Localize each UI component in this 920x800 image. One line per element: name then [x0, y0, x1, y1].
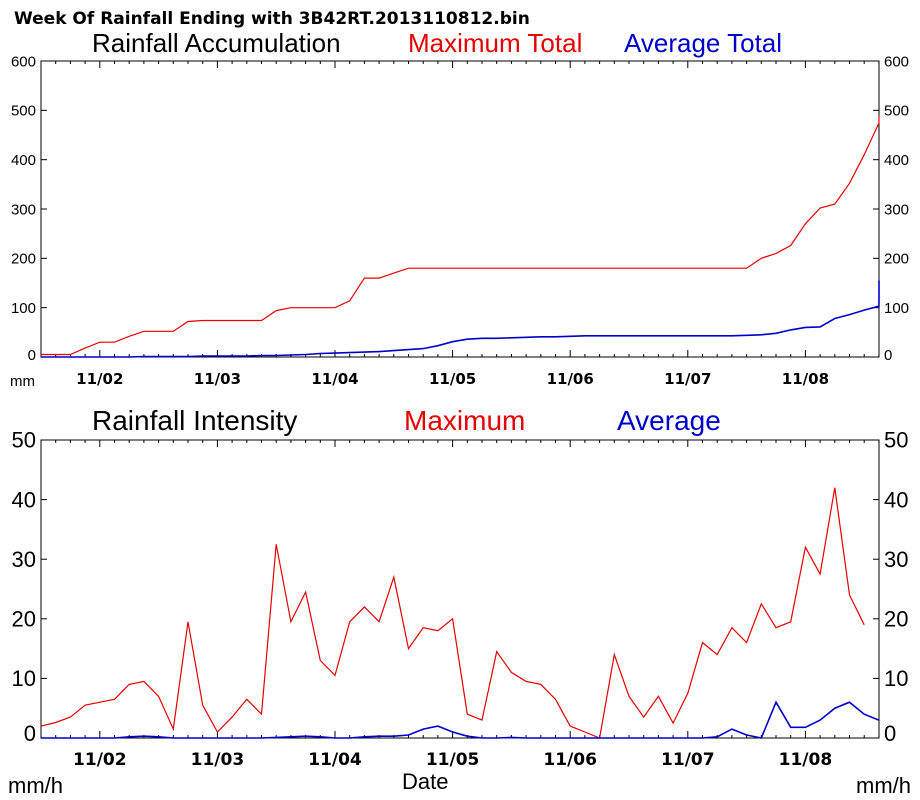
accumulation-date-label: 11/02 — [76, 370, 123, 388]
intensity-ytick-label-left: 40 — [12, 487, 36, 512]
accumulation-ytick-label-left: 300 — [11, 201, 36, 218]
accumulation-ytick-label-right: 300 — [884, 201, 909, 218]
intensity-ytick-label-right: 20 — [884, 607, 908, 632]
intensity-date-label: 11/07 — [661, 750, 715, 770]
intensity-ytick-label-left: 30 — [12, 547, 36, 572]
accumulation-y-axis: 0 0 100 100 200 200 300 300 400 400 500 500 600 600 — [11, 53, 909, 364]
intensity-series-line-maximum — [40, 487, 865, 739]
accumulation-ytick-label-left: 0 — [28, 347, 36, 364]
intensity-ytick-label-right: 30 — [884, 547, 908, 572]
intensity-ytick-label-left: 20 — [12, 607, 36, 632]
accumulation-date-label: 11/04 — [311, 370, 358, 388]
intensity-ytick-label-right: 0 — [884, 721, 896, 746]
x-axis-label-date: Date — [402, 769, 448, 794]
intensity-date-label: 11/08 — [779, 750, 833, 770]
accumulation-series-line-average-total — [41, 280, 880, 358]
accumulation-ytick-label-right: 200 — [884, 251, 909, 268]
legend-average-total: Average Total — [624, 28, 782, 58]
intensity-ytick-label-right: 40 — [884, 487, 908, 512]
legend-maximum-total: Maximum Total — [408, 28, 582, 58]
intensity-date-label: 11/02 — [73, 750, 127, 770]
accumulation-date-label: 11/08 — [782, 370, 829, 388]
legend-maximum: Maximum — [404, 405, 525, 436]
accumulation-ytick-label-left: 200 — [11, 251, 36, 268]
intensity-date-label: 11/06 — [543, 750, 597, 770]
legend-average: Average — [617, 405, 721, 436]
accumulation-series — [41, 115, 880, 358]
intensity-title: Rainfall Intensity — [92, 405, 297, 436]
intensity-date-label: 11/05 — [426, 750, 480, 770]
intensity-series — [40, 487, 880, 739]
accumulation-ytick-label-right: 600 — [884, 53, 909, 70]
intensity-date-label: 11/04 — [308, 750, 362, 770]
accumulation-ytick-label-left: 100 — [11, 300, 36, 317]
accumulation-ytick-label-right: 100 — [884, 300, 909, 317]
accumulation-date-label: 11/03 — [194, 370, 241, 388]
accumulation-series-line-maximum-total — [41, 115, 880, 356]
intensity-ytick-label-right: 10 — [884, 666, 908, 691]
accumulation-ytick-label-left: 600 — [11, 53, 36, 70]
intensity-ytick-label-left: 50 — [12, 428, 36, 453]
accumulation-y-unit: mm — [10, 373, 35, 390]
accumulation-date-label: 11/07 — [664, 370, 711, 388]
accumulation-date-label: 11/06 — [547, 370, 594, 388]
accumulation-ytick-label-left: 500 — [11, 103, 36, 120]
accumulation-title: Rainfall Accumulation — [92, 28, 341, 58]
intensity-ytick-label-left: 0 — [24, 721, 36, 746]
intensity-ytick-label-left: 10 — [12, 666, 36, 691]
intensity-y-unit-right: mm/h — [856, 773, 911, 798]
intensity-date-label: 11/03 — [191, 750, 245, 770]
accumulation-ytick-label-left: 400 — [11, 152, 36, 169]
intensity-series-line-average — [41, 700, 880, 739]
accumulation-ytick-label-right: 400 — [884, 152, 909, 169]
accumulation-plot-frame — [40, 60, 880, 358]
accumulation-x-axis: 11/02 11/03 11/04 11/05 11/06 11/07 11/08 — [40, 61, 880, 388]
intensity-y-unit-left: mm/h — [8, 773, 63, 798]
intensity-ytick-label-right: 50 — [884, 428, 908, 453]
chart-header: Week Of Rainfall Ending with 3B42RT.2013… — [14, 9, 530, 29]
intensity-x-axis: 11/02 11/03 11/04 11/05 11/06 11/07 11/08 — [40, 440, 880, 770]
intensity-y-axis: 0 0 10 10 20 20 30 30 40 40 50 50 — [12, 428, 909, 746]
accumulation-ytick-label-right: 0 — [884, 347, 892, 364]
accumulation-ytick-label-right: 500 — [884, 103, 909, 120]
accumulation-date-label: 11/05 — [429, 370, 476, 388]
intensity-plot-frame — [40, 439, 880, 739]
